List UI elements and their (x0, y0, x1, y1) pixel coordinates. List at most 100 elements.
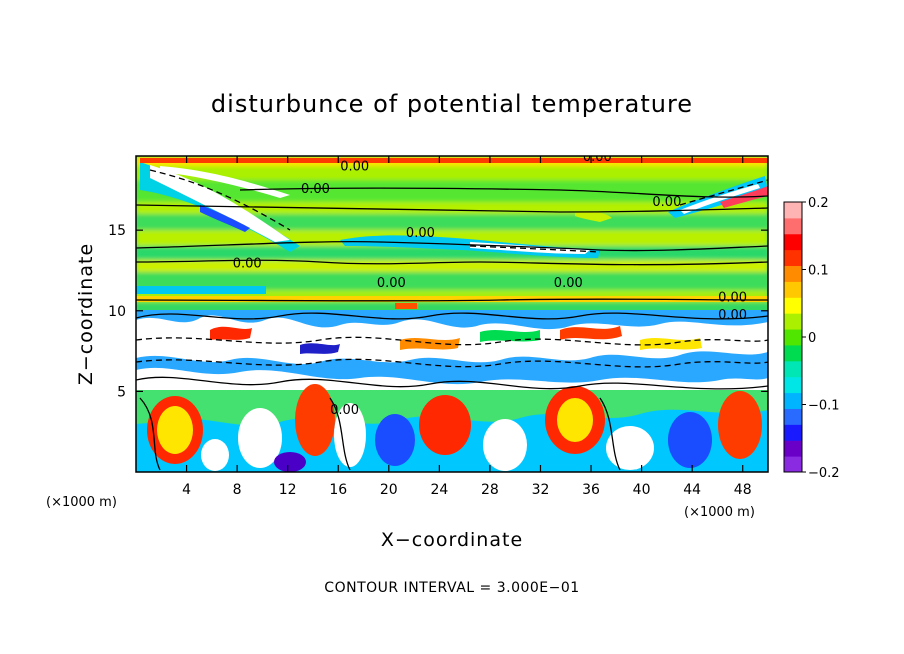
low-purple-1 (274, 452, 306, 472)
wave-blue (200, 205, 250, 232)
turb-yellow (640, 338, 702, 350)
turb-red2 (560, 326, 622, 340)
wave-red (140, 158, 768, 163)
contour-line (329, 397, 351, 471)
contour-line (599, 397, 621, 471)
colorbar-swatch (784, 249, 802, 267)
x-tick-label: 44 (683, 482, 701, 498)
lower-region (136, 384, 768, 472)
y-tick-label: 15 (108, 223, 126, 239)
contour-label: 0.00 (330, 403, 359, 418)
colorbar-ticks: 0.2 0.1 0 −0.1 −0.2 (802, 196, 840, 481)
band (136, 260, 768, 272)
low-yellow-1 (157, 406, 193, 454)
contour-label: 0.00 (233, 256, 262, 271)
contour-label: 0.00 (301, 182, 330, 197)
sheet-yellow (136, 296, 768, 302)
colorbar-swatch (784, 202, 802, 219)
mid-layer (340, 211, 612, 258)
low-white-3 (483, 419, 527, 471)
sheet-orange (395, 303, 417, 309)
low-white-1 (238, 408, 282, 468)
x-unit-label: (×1000 m) (684, 505, 755, 520)
band (136, 180, 768, 202)
x-tick-label: 24 (430, 482, 448, 498)
turb-orange (400, 338, 460, 350)
x-tick-label: 28 (481, 482, 499, 498)
colorbar-swatch (784, 313, 802, 330)
colorbar-swatch (784, 456, 802, 473)
colorbar-tick-label: 0 (808, 331, 816, 346)
turbulent-zone (136, 310, 768, 402)
y-tick-label: 10 (108, 304, 126, 320)
band (136, 202, 768, 214)
x-tick-label: 48 (734, 482, 752, 498)
field: 0.00 0.00 0.00 0.00 0.00 0.00 0.00 0.00 0.00 0.00… (136, 150, 768, 472)
colorbar-swatch (784, 217, 802, 235)
contour-dashed (149, 169, 291, 231)
contour-labels: 0.00 0.00 0.00 0.00 0.00 0.00 0.00 0.00 0.00 0.00… (233, 150, 747, 418)
contour-line (136, 298, 768, 302)
low-white-2 (334, 403, 366, 467)
colorbar-swatch (784, 344, 802, 362)
low-red-5 (718, 391, 762, 459)
low-blue-1 (375, 414, 415, 466)
band (136, 166, 768, 180)
contours (136, 187, 768, 471)
contour-line (139, 397, 161, 471)
mid-white (470, 242, 590, 254)
colorbar (783, 201, 803, 473)
contour-dashed (136, 358, 768, 368)
contour-label: 0.00 (377, 276, 406, 291)
sheet-cyan (136, 286, 266, 294)
chart-title: disturbunce of potential temperature (211, 90, 693, 118)
x-tick-label: 32 (532, 482, 550, 498)
y-axis-ticks: 5 10 15 (108, 223, 768, 400)
shear-sheet (136, 286, 768, 309)
y-tick-label: 5 (117, 384, 126, 400)
contour-label: 0.00 (583, 150, 612, 165)
contour-dashed (136, 336, 768, 346)
colorbar-tick-label: −0.2 (808, 466, 840, 481)
low-red-3 (419, 395, 471, 455)
contour-interval-note: CONTOUR INTERVAL = 3.000E−01 (324, 580, 579, 596)
colorbar-tick-label: 0.1 (808, 264, 829, 279)
x-tick-label: 8 (233, 482, 242, 498)
x-tick-label: 36 (582, 482, 600, 498)
colorbar-tick-label: 0.2 (808, 196, 829, 211)
contour-label: 0.00 (554, 276, 583, 291)
x-tick-label: 12 (279, 482, 297, 498)
contour-line (136, 259, 768, 266)
low-red-2 (295, 384, 335, 456)
colorbar-swatch (784, 392, 802, 409)
x-tick-label: 16 (329, 482, 347, 498)
streak-white (680, 184, 760, 214)
x-tick-label: 4 (182, 482, 191, 498)
low-white-5 (201, 439, 229, 471)
contour-line (136, 240, 768, 252)
colorbar-swatch (784, 360, 802, 378)
low-white-4 (606, 426, 654, 470)
band (136, 272, 768, 290)
contour-label: 0.00 (718, 290, 747, 305)
plot-frame (135, 155, 769, 473)
colorbar-swatch (784, 329, 802, 346)
contour-line (136, 204, 768, 213)
colorbar-swatch (784, 233, 802, 251)
contour-line (136, 312, 768, 320)
colorbar-swatch (784, 424, 802, 441)
contours-dashed (136, 169, 768, 368)
x-tick-label: 40 (633, 482, 651, 498)
x-axis-ticks: 4 8 12 16 20 24 28 32 36 40 44 48 (182, 156, 752, 498)
contour-label: 0.00 (406, 226, 435, 241)
wave-white (150, 165, 290, 242)
y-axis-label: Z−coordinate (75, 243, 97, 385)
contour-label: 0.00 (652, 195, 681, 210)
x-axis-label: X−coordinate (381, 529, 523, 551)
x-tick-label: 20 (380, 482, 398, 498)
turb-red (210, 326, 252, 340)
colorbar-swatch (784, 281, 802, 298)
z-unit-label: (×1000 m) (46, 495, 117, 510)
contour-label: 0.00 (340, 160, 369, 175)
